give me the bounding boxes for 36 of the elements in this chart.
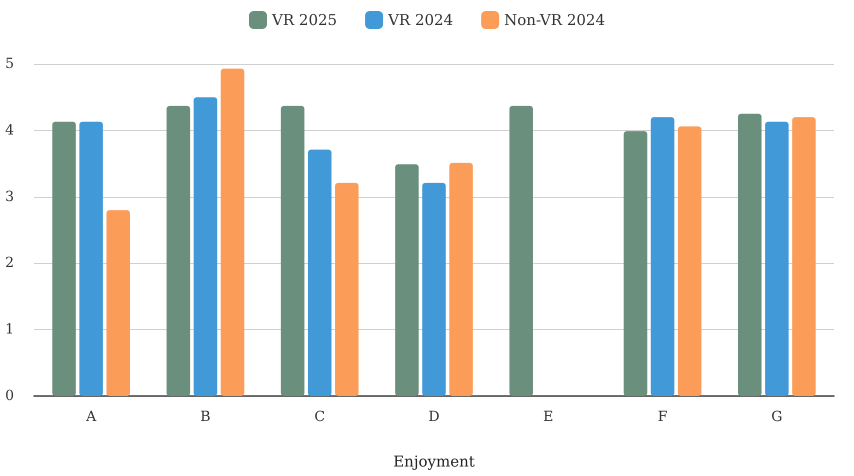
bar (765, 122, 789, 396)
legend-label: VR 2025 (271, 11, 338, 29)
x-axis-title: Enjoyment (393, 452, 475, 470)
bar (308, 150, 332, 396)
bar (52, 122, 76, 396)
legend-label: Non-VR 2024 (504, 11, 606, 29)
x-tick-label: B (200, 409, 211, 425)
bar (106, 210, 130, 396)
bar (335, 182, 359, 396)
bar (220, 68, 244, 396)
y-tick-label: 5 (5, 56, 14, 72)
y-tick-label: 1 (5, 322, 14, 338)
x-tick-label: G (771, 409, 782, 425)
bar (166, 106, 190, 396)
x-tick-label: D (428, 409, 440, 425)
x-tick-label: F (658, 409, 668, 425)
bar (449, 162, 473, 396)
bar (509, 106, 533, 396)
y-tick-label: 2 (5, 255, 14, 272)
x-tick-label: E (543, 409, 554, 425)
bar (792, 117, 816, 396)
y-tick-label: 0 (5, 388, 14, 404)
bar (280, 106, 304, 396)
y-tick-label: 4 (5, 122, 14, 138)
x-tick-label: C (314, 409, 326, 425)
bar (624, 131, 648, 396)
bar (422, 182, 446, 396)
bar (395, 164, 419, 396)
x-tick-label: A (85, 409, 98, 425)
bar (650, 117, 674, 396)
bar (678, 126, 702, 396)
bar (738, 114, 762, 396)
y-tick-label: 3 (5, 188, 14, 205)
bar (194, 97, 218, 396)
legend-label: VR 2024 (387, 11, 454, 29)
bar (79, 122, 103, 396)
